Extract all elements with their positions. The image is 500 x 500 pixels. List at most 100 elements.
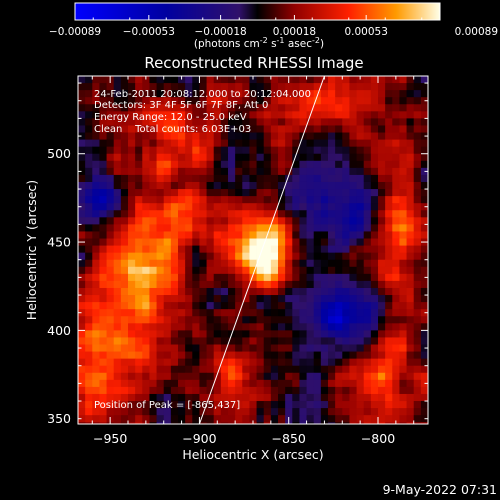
heatmap-cell xyxy=(313,386,322,395)
heatmap-cell xyxy=(406,273,415,282)
heatmap-cell xyxy=(328,302,336,310)
heatmap-cell xyxy=(256,422,265,424)
heatmap-cell xyxy=(178,125,186,133)
heatmap-cell xyxy=(113,337,122,345)
heatmap-cell xyxy=(270,139,279,148)
heatmap-cell xyxy=(256,379,265,388)
heatmap-cell xyxy=(178,132,186,140)
heatmap-cell xyxy=(199,83,207,91)
heatmap-cell xyxy=(178,379,186,388)
heatmap-cell xyxy=(156,344,165,352)
heatmap-cell xyxy=(278,146,286,155)
heatmap-cell xyxy=(178,330,186,338)
heatmap-cell xyxy=(328,408,336,416)
heatmap-cell xyxy=(342,97,350,105)
heatmap-cell xyxy=(263,266,272,275)
heatmap-cell xyxy=(170,189,179,197)
heatmap-cell xyxy=(192,111,200,119)
heatmap-cell xyxy=(113,316,122,324)
heatmap-cell xyxy=(235,295,243,303)
heatmap-cell xyxy=(142,118,150,126)
heatmap-cell xyxy=(235,245,243,254)
heatmap-cell xyxy=(99,104,107,112)
heatmap-cell xyxy=(113,365,122,374)
heatmap-cell xyxy=(163,280,172,289)
heatmap-cell xyxy=(228,266,236,275)
heatmap-cell xyxy=(406,132,415,140)
heatmap-cell xyxy=(120,196,129,204)
heatmap-cell xyxy=(199,153,207,162)
heatmap-cell xyxy=(120,160,129,169)
heatmap-cell xyxy=(256,287,265,296)
heatmap-cell xyxy=(170,111,179,119)
heatmap-cell xyxy=(392,146,400,155)
heatmap-cell xyxy=(128,273,136,282)
heatmap-cell xyxy=(399,160,407,169)
heatmap-cell xyxy=(420,295,428,303)
heatmap-cell xyxy=(392,189,400,197)
heatmap-cell xyxy=(313,393,322,402)
heatmap-cell xyxy=(85,111,93,119)
heatmap-cell xyxy=(363,266,372,275)
heatmap-cell xyxy=(399,181,407,190)
heatmap-cell xyxy=(256,132,265,140)
heatmap-cell xyxy=(256,118,265,126)
heatmap-cell xyxy=(420,273,428,282)
heatmap-cell xyxy=(249,316,257,324)
heatmap-cell xyxy=(313,379,322,388)
heatmap-cell xyxy=(399,295,407,303)
heatmap-cell xyxy=(220,273,229,282)
heatmap-cell xyxy=(342,153,350,162)
heatmap-cell xyxy=(299,125,307,133)
heatmap-cell xyxy=(313,259,322,268)
heatmap-cell xyxy=(242,104,250,112)
heatmap-cell xyxy=(228,160,236,169)
heatmap-cell xyxy=(249,196,257,204)
heatmap-cell xyxy=(78,323,86,331)
heatmap-cell xyxy=(278,167,286,176)
heatmap-cell xyxy=(278,287,286,296)
heatmap-cell xyxy=(263,351,272,360)
heatmap-cell xyxy=(399,224,407,232)
heatmap-cell xyxy=(328,323,336,331)
heatmap-cell xyxy=(256,160,265,169)
heatmap-cell xyxy=(385,365,393,374)
heatmap-cell xyxy=(363,358,372,367)
heatmap-cell xyxy=(278,111,286,119)
heatmap-cell xyxy=(128,118,136,126)
heatmap-cell xyxy=(356,181,365,190)
heatmap-cell xyxy=(385,196,393,204)
heatmap-cell xyxy=(85,210,93,218)
annotation-clean-counts: Clean Total counts: 6.03E+03 xyxy=(94,124,251,135)
heatmap-cell xyxy=(399,316,407,324)
heatmap-cell xyxy=(235,422,243,424)
heatmap-cell xyxy=(342,393,350,402)
heatmap-cell xyxy=(170,104,179,112)
heatmap-cell xyxy=(356,365,365,374)
heatmap-cell xyxy=(249,210,257,218)
heatmap-cell xyxy=(370,422,379,424)
heatmap-cell xyxy=(199,273,207,282)
heatmap-cell xyxy=(356,252,365,261)
heatmap-cell xyxy=(149,386,157,395)
heatmap-cell xyxy=(278,344,286,352)
heatmap-cell xyxy=(306,323,315,331)
heatmap-cell xyxy=(356,90,365,98)
heatmap-cell xyxy=(135,316,143,324)
heatmap-cell xyxy=(128,344,136,352)
heatmap-cell xyxy=(335,238,343,246)
heatmap-cell xyxy=(149,217,157,225)
heatmap-cell xyxy=(285,210,293,218)
heatmap-cell xyxy=(335,386,343,395)
heatmap-cell xyxy=(213,224,222,232)
heatmap-cell xyxy=(320,372,329,381)
heatmap-cell xyxy=(249,217,257,225)
heatmap-cell xyxy=(235,365,243,374)
heatmap-cell xyxy=(420,139,428,148)
heatmap-cell xyxy=(285,97,293,105)
heatmap-cell xyxy=(142,174,150,183)
heatmap-cell xyxy=(256,111,265,119)
heatmap-cell xyxy=(235,415,243,423)
heatmap-cell xyxy=(263,146,272,155)
heatmap-cell xyxy=(99,189,107,197)
